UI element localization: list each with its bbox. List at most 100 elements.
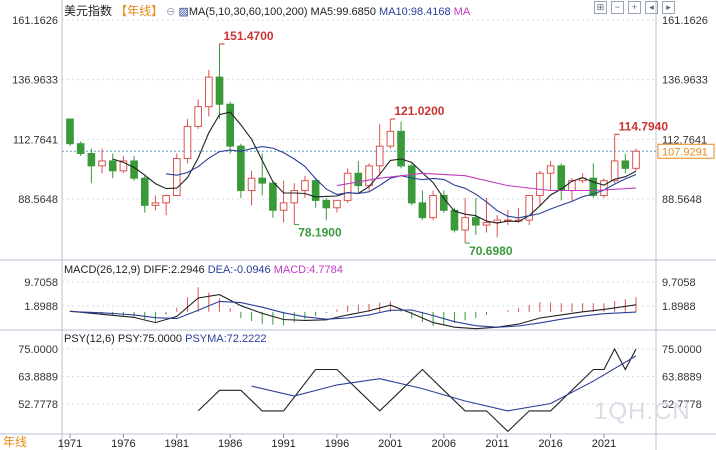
candle-down [215, 76, 224, 105]
price-tick-label-left: 88.5648 [18, 194, 58, 206]
time-tick-label: 1991 [271, 438, 295, 450]
candle-up [172, 157, 181, 196]
candle-up [375, 145, 384, 167]
zoom-out-icon[interactable]: − [611, 1, 624, 14]
candle-up [536, 172, 544, 196]
macd-dea-value: DEA:-0.0946 [207, 264, 271, 276]
psy-tick-label-left: 52.7778 [18, 399, 58, 411]
candle-down [66, 118, 74, 145]
candle-down [322, 199, 331, 209]
macd-dea-line [69, 300, 637, 328]
candle-up [365, 165, 373, 187]
instrument-title: 美元指数 [64, 4, 113, 18]
time-tick-label: 1981 [165, 438, 189, 450]
candle-up [600, 180, 608, 196]
candle-up [151, 202, 160, 206]
current-price-badge [657, 143, 715, 159]
psy-value: PSY:75.0000 [117, 333, 183, 345]
candle-down [450, 209, 459, 231]
price-tick-label-left: 136.9633 [12, 75, 58, 87]
macd-header: MACD(26,12,9) DIFF:2.2946 DEA:-0.0946 MA… [64, 264, 343, 276]
price-tick-label-right: 88.5648 [662, 194, 702, 206]
candle-down [269, 182, 277, 211]
psy-header: PSY(12,6) PSY:75.0000 PSYMA:72.2222 [64, 333, 266, 345]
candle-down [108, 160, 117, 172]
settings-grid-icon[interactable]: ⊞ [594, 1, 607, 14]
high-annotation: 121.0200 [394, 104, 444, 118]
period-selector[interactable]: 【年线】 [115, 4, 164, 18]
zoom-in-icon[interactable]: + [628, 1, 641, 14]
candle-down [311, 180, 320, 201]
main-header: 美元指数 【年线】 ⊖ ▨MA(5,10,30,60,100,200) MA5:… [64, 2, 470, 19]
low-annotation: 78.1900 [298, 226, 342, 240]
price-tick-label-left: 161.1626 [12, 15, 58, 27]
candle-up [386, 130, 395, 147]
watermark-text: 1QH.CN [594, 398, 691, 425]
candle-up [429, 194, 437, 219]
psyma-value: PSYMA:72.2222 [185, 333, 267, 345]
candle-down [354, 172, 363, 187]
candle-down [258, 177, 267, 184]
candle-down [76, 143, 85, 155]
ma30-line [336, 172, 637, 192]
macd-diff-value: DIFF:2.2946 [143, 264, 205, 276]
high-annotation: 151.4700 [224, 29, 274, 43]
candle-up [333, 199, 341, 209]
candle-up [290, 190, 299, 204]
candle-down [472, 217, 480, 226]
candle-down [621, 160, 630, 169]
candle-up [632, 150, 640, 169]
ma10-value: MA10:98.4168 [379, 6, 451, 18]
macd-tick-label-right: 9.7058 [662, 277, 696, 289]
candle-up [610, 160, 619, 182]
time-tick-label: 1971 [58, 438, 82, 450]
psy-tick-label-left: 75.0000 [18, 344, 58, 356]
candle-down [237, 145, 245, 192]
candle-up [525, 194, 534, 221]
ma-params-label[interactable]: MA(5,10,30,60,100,200) [188, 6, 308, 18]
time-tick-label: 2011 [485, 438, 509, 450]
candle-down [589, 177, 598, 196]
psy-line [197, 347, 637, 433]
macd-macd-value: MACD:4.7784 [273, 264, 343, 276]
period-info-icon[interactable]: ⊖ [166, 6, 176, 18]
high-annotation: 114.7940 [619, 119, 669, 133]
candle-down [397, 130, 405, 167]
macd-tick-label-right: 1.8988 [662, 301, 696, 313]
candle-up [247, 177, 256, 192]
candle-down [140, 177, 149, 206]
candle-up [301, 180, 309, 192]
candle-up [546, 165, 555, 174]
psyma-line [251, 355, 637, 412]
ma-chart-icon[interactable]: ▨ [178, 6, 189, 18]
psy-params-label: PSY(12,6) [64, 333, 115, 345]
time-tick-label: 1976 [111, 438, 135, 450]
low-annotation: 70.6980 [469, 244, 513, 258]
candle-up [119, 160, 128, 172]
candle-up [194, 106, 202, 127]
time-tick-label: 1986 [218, 438, 242, 450]
scroll-left-icon[interactable]: ◂ [645, 1, 658, 14]
price-tick-label-right: 136.9633 [662, 75, 708, 87]
current-price-label: 107.9291 [662, 146, 708, 158]
ma5-value: MA5:99.6850 [310, 6, 376, 18]
candle-up [98, 160, 106, 167]
candle-down [418, 202, 427, 219]
candle-up [482, 222, 491, 226]
bottom-period-label[interactable]: 年线 [3, 435, 28, 449]
psy-tick-label-left: 63.8889 [18, 372, 58, 384]
price-tick-label-left: 112.7641 [13, 134, 58, 146]
psy-tick-label-right: 75.0000 [662, 344, 702, 356]
scroll-right-icon[interactable]: ▸ [662, 1, 675, 14]
ma5-line [112, 111, 637, 224]
price-tick-label-right: 161.1626 [662, 15, 708, 27]
time-tick-label: 2021 [592, 438, 616, 450]
candle-up [183, 125, 192, 159]
candle-up [343, 172, 352, 201]
candle-up [279, 202, 288, 211]
candle-up [205, 76, 213, 108]
candle-down [87, 153, 96, 167]
macd-diff-line [69, 294, 637, 330]
psy-tick-label-right: 52.7778 [662, 399, 702, 411]
candle-down [226, 103, 234, 147]
